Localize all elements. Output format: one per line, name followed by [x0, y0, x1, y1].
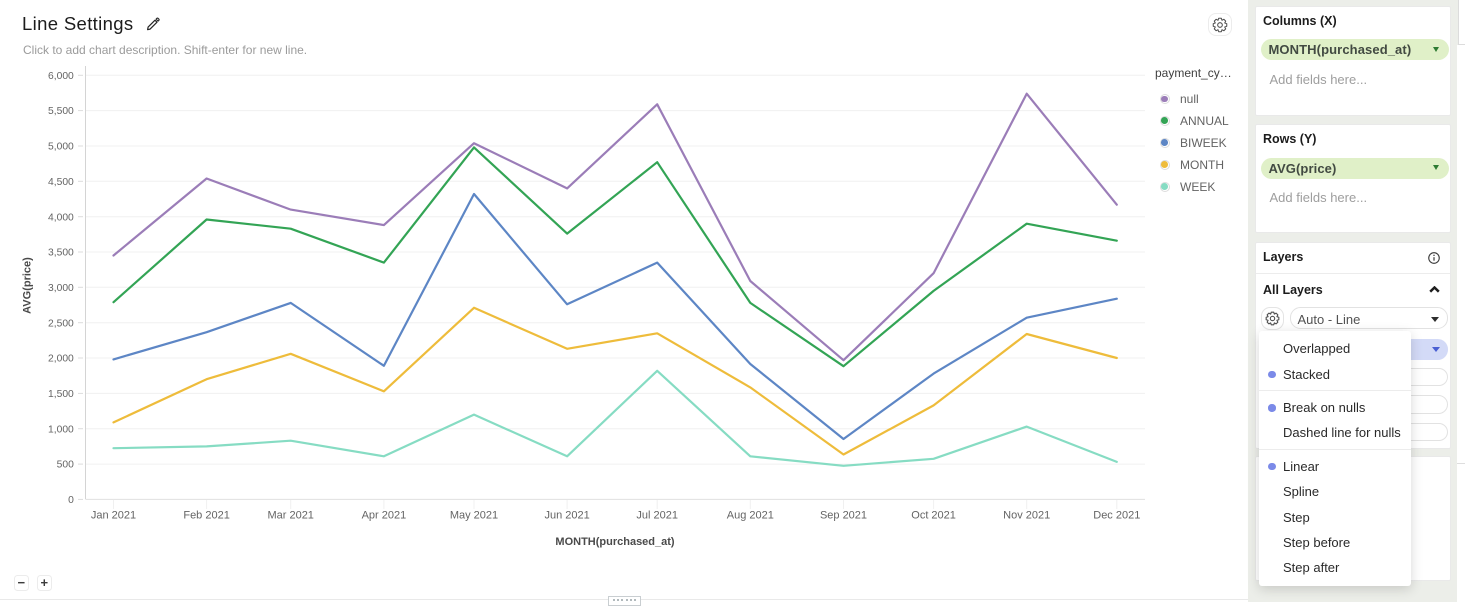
svg-text:Jun 2021: Jun 2021 — [544, 510, 589, 522]
svg-text:Jan 2021: Jan 2021 — [91, 510, 136, 522]
svg-text:3,500: 3,500 — [48, 248, 74, 259]
svg-text:3,000: 3,000 — [48, 283, 74, 294]
svg-text:Mar 2021: Mar 2021 — [267, 510, 313, 522]
svg-text:1,000: 1,000 — [48, 424, 74, 435]
svg-text:500: 500 — [57, 460, 74, 471]
svg-text:4,000: 4,000 — [48, 212, 74, 223]
svg-text:1,500: 1,500 — [48, 389, 74, 400]
svg-text:2,500: 2,500 — [48, 318, 74, 329]
svg-text:2,000: 2,000 — [48, 354, 74, 365]
svg-text:6,000: 6,000 — [48, 71, 74, 82]
svg-text:AVG(price): AVG(price) — [22, 257, 34, 314]
svg-text:5,000: 5,000 — [48, 142, 74, 153]
svg-text:Sep 2021: Sep 2021 — [820, 510, 867, 522]
svg-text:Apr 2021: Apr 2021 — [362, 510, 407, 522]
svg-text:Jul 2021: Jul 2021 — [636, 510, 678, 522]
svg-text:Nov 2021: Nov 2021 — [1003, 510, 1050, 522]
svg-text:5,500: 5,500 — [48, 106, 74, 117]
svg-text:Aug 2021: Aug 2021 — [727, 510, 774, 522]
svg-text:4,500: 4,500 — [48, 177, 74, 188]
svg-text:Feb 2021: Feb 2021 — [183, 510, 229, 522]
svg-text:May 2021: May 2021 — [450, 510, 498, 522]
svg-text:0: 0 — [68, 495, 74, 506]
svg-text:MONTH(purchased_at): MONTH(purchased_at) — [555, 536, 675, 548]
svg-text:Oct 2021: Oct 2021 — [911, 510, 956, 522]
svg-text:Dec 2021: Dec 2021 — [1093, 510, 1140, 522]
